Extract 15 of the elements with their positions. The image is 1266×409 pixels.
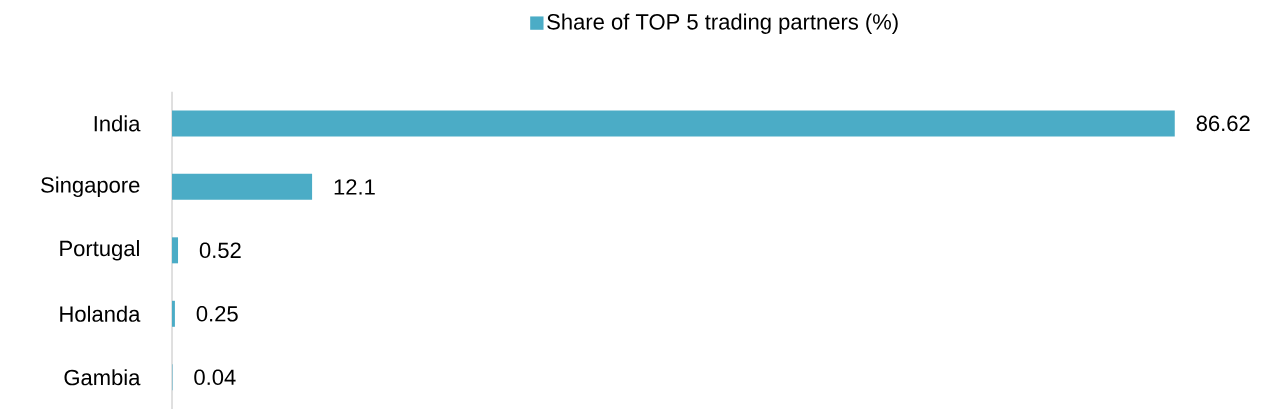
data-label: 0.25 [196,306,238,322]
y-tick-label: Singapore [41,176,140,198]
y-tick-label: India [94,115,141,132]
y-tick-label: Holanda [60,305,141,322]
data-label: 0.04 [194,369,236,386]
bar [172,237,179,264]
bar [172,110,1175,137]
data-label: 86.62 [1196,115,1250,132]
data-label: 12.1 [334,179,375,195]
legend-label: Share of TOP 5 trading partners (%) [547,13,898,34]
y-tick-label: Portugal [60,240,139,261]
bar [172,300,175,327]
bar [172,173,313,200]
y-tick-label: Gambia [64,369,141,386]
data-label: 0.52 [199,242,241,259]
